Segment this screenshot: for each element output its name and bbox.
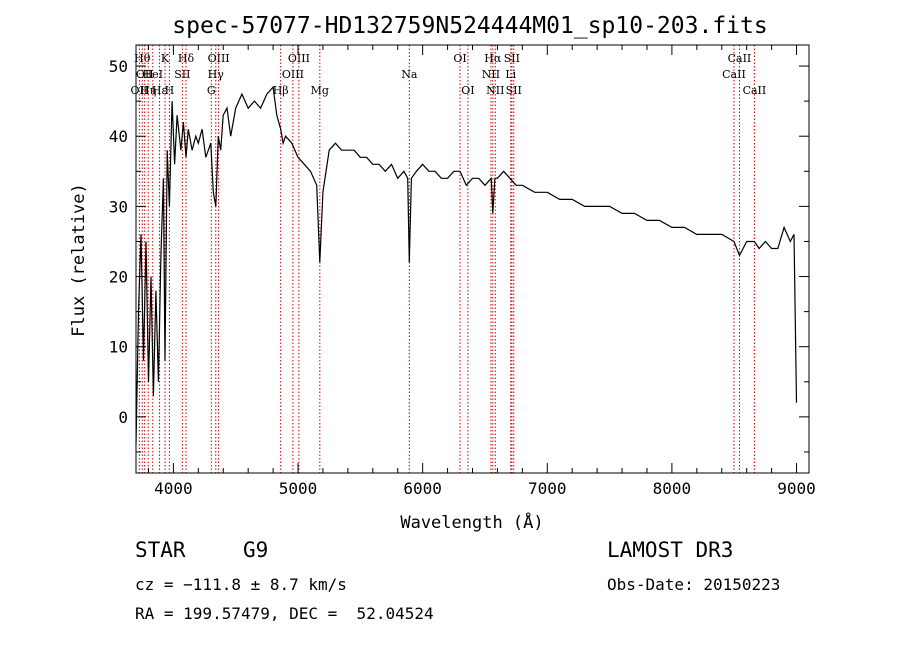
chart-title: spec-57077-HD132759N524444M01_sp10-203.f…: [172, 13, 767, 39]
line-marker-label-24: SII: [504, 52, 520, 65]
line-marker-label-15: OIII: [288, 52, 310, 65]
line-marker-label-9: Hδ: [178, 52, 195, 65]
y-tick-label-5: 50: [109, 57, 128, 76]
line-marker-label-0: OII: [131, 84, 149, 97]
x-tick-label-2: 6000: [403, 479, 442, 498]
line-marker-label-2: OII: [136, 68, 154, 81]
y-tick-label-2: 20: [109, 268, 128, 287]
line-marker-label-14: OIII: [282, 68, 304, 81]
x-axis: 4000 5000 6000 7000 8000 9000: [147, 45, 816, 498]
y-tick-label-1: 10: [109, 338, 128, 357]
line-marker-label-11: Hγ: [208, 68, 225, 81]
line-marker-label-10: G: [207, 84, 216, 97]
line-marker-label-1: Hθ: [134, 52, 151, 65]
line-marker-label-16: Mg: [311, 84, 329, 97]
x-tick-label-1: 5000: [279, 479, 318, 498]
x-tick-label-4: 8000: [653, 479, 692, 498]
line-marker-label-21: Hα: [484, 52, 502, 65]
line-marker-label-5: Hε: [152, 84, 168, 97]
y-axis: 0 10 20 30 40 50: [109, 57, 809, 453]
line-marker-label-8: SII: [174, 68, 190, 81]
line-marker-label-4: HeI: [143, 68, 163, 81]
y-tick-label-4: 40: [109, 127, 128, 146]
x-tick-label-0: 4000: [154, 479, 193, 498]
line-marker-label-7: H: [165, 84, 175, 97]
spectral-line-labels: OIIHθOIIHηHeIHεKHSIIHδGHγOIIIHβOIIIOIIIM…: [131, 52, 767, 97]
x-tick-label-5: 9000: [777, 479, 816, 498]
line-marker-label-23: Li: [505, 68, 516, 81]
survey-name: LAMOST DR3: [607, 538, 734, 562]
line-marker-label-19: OI: [461, 84, 474, 97]
y-axis-label: Flux (relative): [69, 183, 89, 337]
line-marker-label-6: K: [161, 52, 170, 65]
line-marker-label-20: NII: [482, 68, 500, 81]
line-marker-label-25: SII: [506, 84, 522, 97]
line-marker-label-26: CaII: [722, 68, 746, 81]
object-type: STAR: [135, 538, 186, 562]
ra-dec-coordinates: RA = 199.57479, DEC = 52.04524: [135, 604, 434, 623]
plot-frame: [135, 44, 810, 474]
redshift-value: cz = −111.8 ± 8.7 km/s: [135, 575, 347, 594]
spectral-line-markers: [138, 45, 755, 473]
x-tick-label-3: 7000: [528, 479, 567, 498]
line-marker-label-22: NII: [486, 84, 504, 97]
line-marker-label-13: Hβ: [273, 84, 289, 97]
line-marker-label-12: OIII: [208, 52, 230, 65]
line-marker-label-18: OI: [453, 52, 466, 65]
line-marker-label-27: CaII: [728, 52, 752, 65]
object-subclass: G9: [243, 538, 269, 562]
y-tick-label-3: 30: [109, 197, 128, 216]
line-marker-label-3: Hη: [140, 84, 156, 97]
line-marker-label-28: CaII: [743, 84, 767, 97]
observation-date: Obs-Date: 20150223: [607, 575, 781, 594]
flux-series-line: [135, 85, 798, 445]
line-marker-label-17: Na: [401, 68, 418, 81]
y-tick-label-0: 0: [118, 408, 128, 427]
x-axis-label: Wavelength (Å): [400, 511, 543, 533]
